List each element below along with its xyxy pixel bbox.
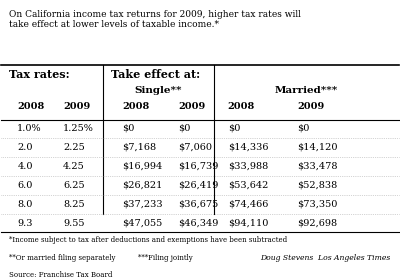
Text: 2008: 2008 [122, 102, 150, 111]
Text: *Income subject to tax after deductions and exemptions have been subtracted: *Income subject to tax after deductions … [9, 236, 288, 244]
Text: $46,349: $46,349 [178, 219, 218, 228]
Text: 2008: 2008 [17, 102, 44, 111]
Text: $0: $0 [297, 124, 310, 133]
Text: 1.25%: 1.25% [63, 124, 94, 133]
Text: 8.0: 8.0 [17, 200, 33, 209]
Text: On California income tax returns for 2009, higher tax rates will
take effect at : On California income tax returns for 200… [9, 10, 301, 29]
Text: 2.25: 2.25 [63, 143, 85, 152]
Text: $0: $0 [228, 124, 240, 133]
Text: 6.25: 6.25 [63, 181, 84, 190]
Text: $0: $0 [122, 124, 135, 133]
Text: Source: Franchise Tax Board: Source: Franchise Tax Board [9, 271, 113, 279]
Text: Tax rates:: Tax rates: [9, 69, 70, 80]
Text: 6.0: 6.0 [17, 181, 33, 190]
Text: $33,478: $33,478 [297, 162, 338, 171]
Text: **Or married filing separately          ***Filing jointly: **Or married filing separately ***Filing… [9, 254, 193, 261]
Text: $74,466: $74,466 [228, 200, 268, 209]
Text: $94,110: $94,110 [228, 219, 268, 228]
Text: 2.0: 2.0 [17, 143, 33, 152]
Text: $26,821: $26,821 [122, 181, 163, 190]
Text: Doug Stevens  Los Angeles Times: Doug Stevens Los Angeles Times [260, 254, 391, 262]
Text: $16,994: $16,994 [122, 162, 163, 171]
Text: Take effect at:: Take effect at: [111, 69, 200, 80]
Text: $37,233: $37,233 [122, 200, 163, 209]
Text: 1.0%: 1.0% [17, 124, 42, 133]
Text: $92,698: $92,698 [297, 219, 338, 228]
Text: 9.55: 9.55 [63, 219, 84, 228]
Text: 2009: 2009 [297, 102, 324, 111]
Text: $14,336: $14,336 [228, 143, 268, 152]
Text: $47,055: $47,055 [122, 219, 163, 228]
Text: $26,419: $26,419 [178, 181, 218, 190]
Text: $36,675: $36,675 [178, 200, 218, 209]
Text: $53,642: $53,642 [228, 181, 268, 190]
Text: $14,120: $14,120 [297, 143, 338, 152]
Text: 2009: 2009 [63, 102, 90, 111]
Text: 2009: 2009 [178, 102, 206, 111]
Text: $52,838: $52,838 [297, 181, 338, 190]
Text: $33,988: $33,988 [228, 162, 268, 171]
Text: $7,060: $7,060 [178, 143, 212, 152]
Text: $7,168: $7,168 [122, 143, 157, 152]
Text: 8.25: 8.25 [63, 200, 84, 209]
Text: 9.3: 9.3 [17, 219, 33, 228]
Text: 2008: 2008 [228, 102, 255, 111]
Text: 4.25: 4.25 [63, 162, 85, 171]
Text: 4.0: 4.0 [17, 162, 33, 171]
Text: $73,350: $73,350 [297, 200, 338, 209]
Text: Married***: Married*** [275, 86, 338, 95]
Text: $0: $0 [178, 124, 190, 133]
Text: Single**: Single** [134, 86, 182, 95]
Text: $16,739: $16,739 [178, 162, 218, 171]
